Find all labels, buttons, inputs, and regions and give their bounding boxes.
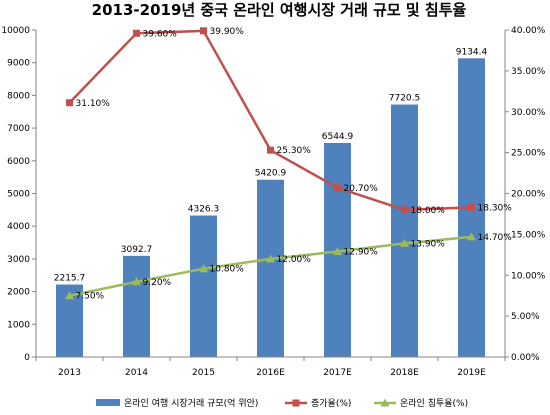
- series-marker: [267, 146, 274, 154]
- legend-label-line: 증가율(%): [311, 398, 351, 409]
- series-marker: [266, 254, 275, 263]
- y-left-tick-label: 6000: [7, 157, 30, 167]
- line-value-label: 10.80%: [210, 265, 245, 275]
- series-marker: [200, 27, 207, 35]
- bar-value-label: 7720.5: [389, 94, 421, 104]
- bar-value-label: 9134.4: [456, 47, 488, 57]
- plot-area: 0 1000 2000 3000 4000 5000 6000 7000 8000 9000 100…: [1, 26, 545, 378]
- series-marker: [400, 238, 409, 247]
- y-right-tick-label: 0.00%: [511, 353, 540, 363]
- bar: [391, 104, 418, 358]
- line-value-label: 14.70%: [478, 233, 513, 243]
- y-right-tick-label: 10.00%: [511, 271, 546, 281]
- x-tick-label: 2016E: [256, 368, 285, 378]
- series-marker: [132, 277, 141, 286]
- y-left-tick-label: 3000: [7, 255, 30, 265]
- y-left-tick-label: 2000: [7, 288, 30, 298]
- y-left-tick-label: 4000: [7, 222, 30, 232]
- line-value-label: 18.30%: [478, 203, 513, 213]
- y-right-tick-label: 20.00%: [511, 190, 546, 200]
- series-marker: [468, 203, 475, 211]
- line-value-label: 18.00%: [411, 206, 446, 216]
- x-tick-label: 2015: [192, 368, 215, 378]
- y-left-tick-label: 9000: [7, 59, 30, 69]
- legend-label-line: 온라인 침투율(%): [400, 398, 468, 409]
- legend-label-bar: 온라인 여행 시장거래 규모(억 위안): [124, 397, 258, 409]
- chart-title: 2013-2019년 중국 온라인 여행시장 거래 규모 및 침투율: [92, 1, 467, 19]
- y-left-tick-label: 10000: [1, 26, 30, 36]
- series-marker: [65, 291, 74, 300]
- legend-swatch-bar: [96, 399, 120, 406]
- x-tick-label: 2013: [58, 368, 81, 378]
- y-right-tick-label: 5.00%: [511, 312, 540, 322]
- line-value-label: 31.10%: [76, 99, 111, 109]
- y-right-tick-label: 25.00%: [511, 149, 546, 159]
- bar-value-label: 4326.3: [188, 205, 220, 215]
- y-left-tick-label: 1000: [7, 320, 30, 330]
- line-value-label: 7.50%: [76, 292, 105, 302]
- bar-value-label: 6544.9: [322, 132, 354, 142]
- y-left-tick-label: 5000: [7, 190, 30, 200]
- y-left-tick-label: 7000: [7, 124, 30, 134]
- y-right-tick-label: 15.00%: [511, 230, 546, 240]
- legend: 온라인 여행 시장거래 규모(억 위안) 증가율(%) 온라인 침투율(%): [96, 397, 468, 409]
- bar: [123, 255, 150, 357]
- bar: [190, 215, 217, 357]
- bar-value-label: 3092.7: [121, 245, 153, 255]
- line-value-label: 25.30%: [277, 146, 312, 156]
- x-tick-label: 2017E: [323, 368, 352, 378]
- x-tick-label: 2014: [125, 368, 148, 378]
- y-left-tick-label: 0: [24, 353, 30, 363]
- series-marker: [333, 247, 342, 256]
- line-value-label: 13.90%: [411, 239, 446, 249]
- series-marker: [199, 264, 208, 273]
- series-marker: [401, 206, 408, 214]
- line-value-label: 9.20%: [143, 278, 172, 288]
- y-right-tick-label: 30.00%: [511, 108, 546, 118]
- line-value-label: 39.60%: [143, 29, 178, 39]
- x-tick-label: 2018E: [390, 368, 419, 378]
- bar-value-label: 2215.7: [54, 274, 86, 284]
- x-tick-label: 2019E: [457, 368, 486, 378]
- legend-swatch-marker: [380, 398, 390, 407]
- series-marker: [334, 184, 341, 192]
- y-left-tick-label: 8000: [7, 91, 30, 101]
- series-marker: [133, 29, 140, 37]
- series-marker: [467, 232, 476, 241]
- bar: [257, 179, 284, 357]
- line-value-label: 12.00%: [277, 255, 312, 265]
- line-value-label: 12.90%: [344, 248, 379, 258]
- line-value-label: 20.70%: [344, 184, 379, 194]
- y-right-tick-label: 35.00%: [511, 67, 546, 77]
- y-right-tick-label: 40.00%: [511, 26, 546, 36]
- series-marker: [66, 99, 73, 107]
- bar-value-label: 5420.9: [255, 169, 287, 179]
- line-value-label: 39.90%: [210, 27, 245, 37]
- legend-swatch-marker: [292, 399, 300, 407]
